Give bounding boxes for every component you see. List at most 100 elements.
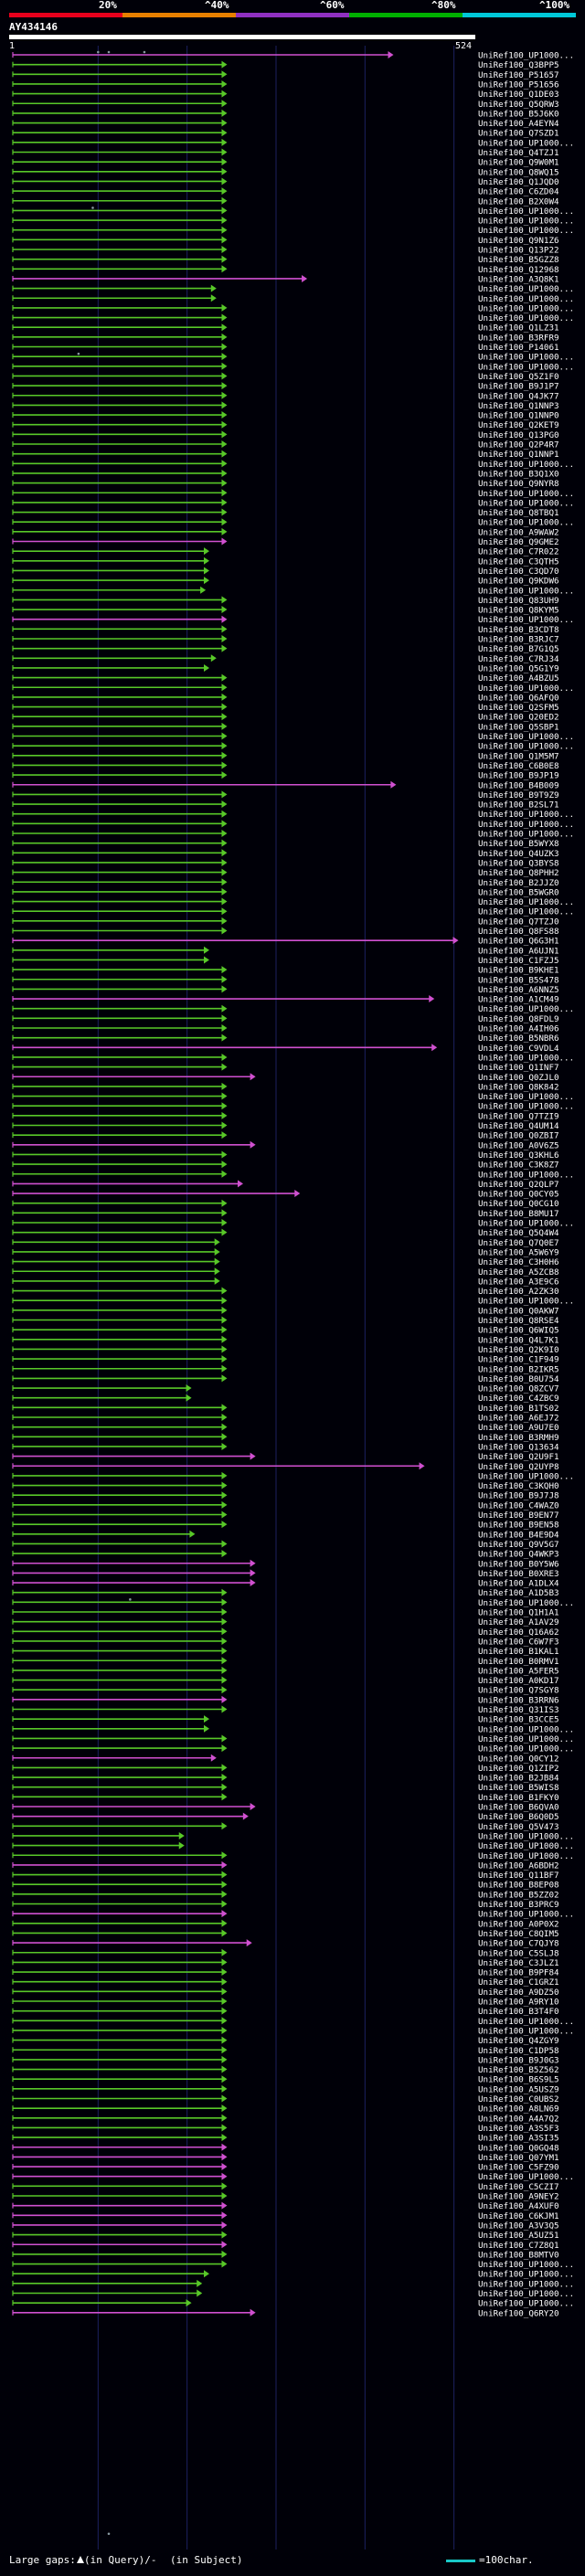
hit-label[interactable]: UniRef100_UP1000...	[478, 2260, 574, 2270]
hit-label[interactable]: UniRef100_Q2U9F1	[478, 1452, 559, 1462]
hit-row[interactable]: UniRef100_A6UJN1	[12, 946, 559, 956]
hit-row[interactable]: UniRef100_UP1000...	[12, 284, 574, 294]
hit-label[interactable]: UniRef100_Q0ZJL0	[478, 1073, 559, 1083]
hit-row[interactable]: UniRef100_Q13P22	[12, 246, 559, 256]
hit-label[interactable]: UniRef100_Q4UM14	[478, 1121, 559, 1131]
hit-row[interactable]: UniRef100_Q9KDW6	[12, 577, 559, 587]
hit-row[interactable]: UniRef100_UP1000...	[12, 138, 574, 148]
hit-label[interactable]: UniRef100_Q0GQ48	[478, 2143, 559, 2153]
hit-row[interactable]: UniRef100_B5WYX8	[12, 839, 559, 849]
hit-label[interactable]: UniRef100_Q5Z1F0	[478, 372, 559, 382]
hit-row[interactable]: UniRef100_UP1000...	[12, 2017, 574, 2027]
hit-row[interactable]: UniRef100_Q6WIQ5	[12, 1326, 559, 1336]
hit-label[interactable]: UniRef100_Q8PHH2	[478, 868, 559, 878]
hit-row[interactable]: UniRef100_Q7SGY8	[12, 1686, 559, 1696]
hit-label[interactable]: UniRef100_B2JB84	[478, 1774, 559, 1784]
hit-label[interactable]: UniRef100_A4A7Q2	[478, 2114, 559, 2124]
hit-label[interactable]: UniRef100_A8LN69	[478, 2104, 559, 2115]
hit-row[interactable]: UniRef100_B9EN77	[12, 1511, 559, 1521]
hit-label[interactable]: UniRef100_Q2KET9	[478, 420, 559, 430]
hit-row[interactable]: UniRef100_C5FZ90	[12, 2163, 559, 2173]
hit-label[interactable]: UniRef100_UP1000...	[478, 1092, 574, 1102]
hit-row[interactable]: UniRef100_A2ZK30	[12, 1287, 559, 1297]
hit-label[interactable]: UniRef100_B9JP19	[478, 771, 559, 781]
hit-row[interactable]: UniRef100_Q8WQ15	[12, 167, 559, 177]
hit-row[interactable]: UniRef100_B5WGR0	[12, 887, 559, 897]
hit-row[interactable]: UniRef100_Q2P4R7	[12, 440, 559, 451]
hit-row[interactable]: UniRef100_UP1000...	[12, 313, 574, 323]
hit-row[interactable]: UniRef100_Q20ED2	[12, 713, 559, 723]
hit-row[interactable]: UniRef100_A5USZ9	[12, 2084, 559, 2094]
hit-row[interactable]: UniRef100_Q0ZJL0	[12, 1073, 559, 1083]
hit-row[interactable]: UniRef100_C7QJY8	[12, 1939, 559, 1949]
hit-row[interactable]: UniRef100_A0KD17	[12, 1676, 559, 1686]
hit-label[interactable]: UniRef100_B3RJC7	[478, 635, 559, 645]
hit-label[interactable]: UniRef100_C5SLJ8	[478, 1948, 559, 1958]
hit-row[interactable]: UniRef100_A5UZ51	[12, 2231, 559, 2241]
hit-row[interactable]: UniRef100_B2SL71	[12, 800, 559, 811]
hit-label[interactable]: UniRef100_Q1INF7	[478, 1063, 559, 1073]
hit-label[interactable]: UniRef100_B1TS02	[478, 1404, 559, 1414]
hit-label[interactable]: UniRef100_UP1000...	[478, 207, 574, 217]
hit-row[interactable]: UniRef100_UP1000...	[12, 2026, 574, 2036]
hit-label[interactable]: UniRef100_C6KJM1	[478, 2211, 559, 2221]
hit-row[interactable]: UniRef100_C6B0E8	[12, 761, 559, 771]
hit-row[interactable]: UniRef100_B6Q0D5	[12, 1812, 559, 1822]
hit-label[interactable]: UniRef100_Q9W0M1	[478, 158, 559, 168]
hit-row[interactable]: UniRef100_C6W7F3	[12, 1637, 559, 1647]
hit-row[interactable]: UniRef100_Q7TZI9	[12, 1111, 559, 1121]
hit-row[interactable]: UniRef100_A9WAW2	[12, 527, 559, 537]
hit-label[interactable]: UniRef100_Q4ZGY9	[478, 2036, 559, 2046]
hit-row[interactable]: UniRef100_B4E9D4	[12, 1530, 559, 1540]
hit-label[interactable]: UniRef100_Q0CY05	[478, 1190, 559, 1200]
hit-label[interactable]: UniRef100_UP1000...	[478, 362, 574, 372]
hit-label[interactable]: UniRef100_A1CM49	[478, 995, 559, 1005]
hit-label[interactable]: UniRef100_A6BDH2	[478, 1860, 559, 1871]
hit-row[interactable]: UniRef100_C1FZJ5	[12, 956, 559, 966]
hit-label[interactable]: UniRef100_B2JJZ0	[478, 878, 559, 888]
hit-label[interactable]: UniRef100_Q3KHL6	[478, 1150, 559, 1161]
hit-label[interactable]: UniRef100_UP1000...	[478, 1170, 574, 1180]
hit-label[interactable]: UniRef100_A5W6Y9	[478, 1247, 559, 1257]
hit-row[interactable]: UniRef100_Q3BPP5	[12, 60, 559, 70]
hit-row[interactable]: UniRef100_Q6AFQ0	[12, 693, 559, 703]
hit-row[interactable]: UniRef100_Q1NNP0	[12, 411, 559, 421]
hit-label[interactable]: UniRef100_B3T4F0	[478, 2007, 559, 2017]
hit-label[interactable]: UniRef100_Q8RSE4	[478, 1316, 559, 1326]
hit-row[interactable]: UniRef100_C5SLJ8	[12, 1948, 559, 1958]
hit-row[interactable]: UniRef100_Q8TBQ1	[12, 508, 559, 518]
hit-row[interactable]: UniRef100_Q83UH9	[12, 596, 559, 606]
hit-row[interactable]: UniRef100_B6S9L5	[12, 2075, 559, 2085]
hit-label[interactable]: UniRef100_P14061	[478, 343, 559, 353]
hit-row[interactable]: UniRef100_Q8PHH2	[12, 868, 559, 878]
hit-row[interactable]: UniRef100_C8QIM5	[12, 1929, 559, 1939]
hit-row[interactable]: UniRef100_UP1000...	[12, 907, 574, 917]
hit-label[interactable]: UniRef100_UP1000...	[478, 2289, 574, 2299]
hit-label[interactable]: UniRef100_B6QVA0	[478, 1803, 559, 1813]
hit-row[interactable]: UniRef100_UP1000...	[12, 1053, 574, 1063]
hit-label[interactable]: UniRef100_UP1000...	[478, 684, 574, 694]
hit-label[interactable]: UniRef100_Q9NYR8	[478, 479, 559, 489]
hit-label[interactable]: UniRef100_C7Z8Q1	[478, 2241, 559, 2251]
hit-row[interactable]: UniRef100_C1DP58	[12, 2046, 559, 2056]
hit-label[interactable]: UniRef100_P51656	[478, 80, 559, 90]
hit-label[interactable]: UniRef100_UP1000...	[478, 313, 574, 323]
hit-label[interactable]: UniRef100_A9NEY2	[478, 2192, 559, 2202]
hit-row[interactable]: UniRef100_Q2K9I0	[12, 1345, 559, 1355]
hit-label[interactable]: UniRef100_C1GRZ1	[478, 1977, 559, 1988]
hit-row[interactable]: UniRef100_B7G1Q5	[12, 644, 559, 654]
hit-label[interactable]: UniRef100_Q31IS3	[478, 1705, 559, 1715]
hit-row[interactable]: UniRef100_UP1000...	[12, 489, 574, 499]
hit-row[interactable]: UniRef100_A3E9C6	[12, 1277, 559, 1287]
hit-label[interactable]: UniRef100_C1F949	[478, 1355, 559, 1365]
hit-row[interactable]: UniRef100_Q9W0M1	[12, 158, 559, 168]
hit-label[interactable]: UniRef100_Q1H1A1	[478, 1608, 559, 1618]
hit-label[interactable]: UniRef100_UP1000...	[478, 2026, 574, 2036]
hit-label[interactable]: UniRef100_Q2SFM5	[478, 703, 559, 713]
hit-row[interactable]: UniRef100_B8MTV0	[12, 2250, 559, 2260]
hit-label[interactable]: UniRef100_C9VDL4	[478, 1044, 559, 1054]
hit-label[interactable]: UniRef100_A1AV29	[478, 1617, 559, 1627]
hit-row[interactable]: UniRef100_Q7TZJ0	[12, 917, 559, 927]
hit-label[interactable]: UniRef100_Q7TZJ0	[478, 917, 559, 927]
hit-label[interactable]: UniRef100_B7G1Q5	[478, 644, 559, 654]
